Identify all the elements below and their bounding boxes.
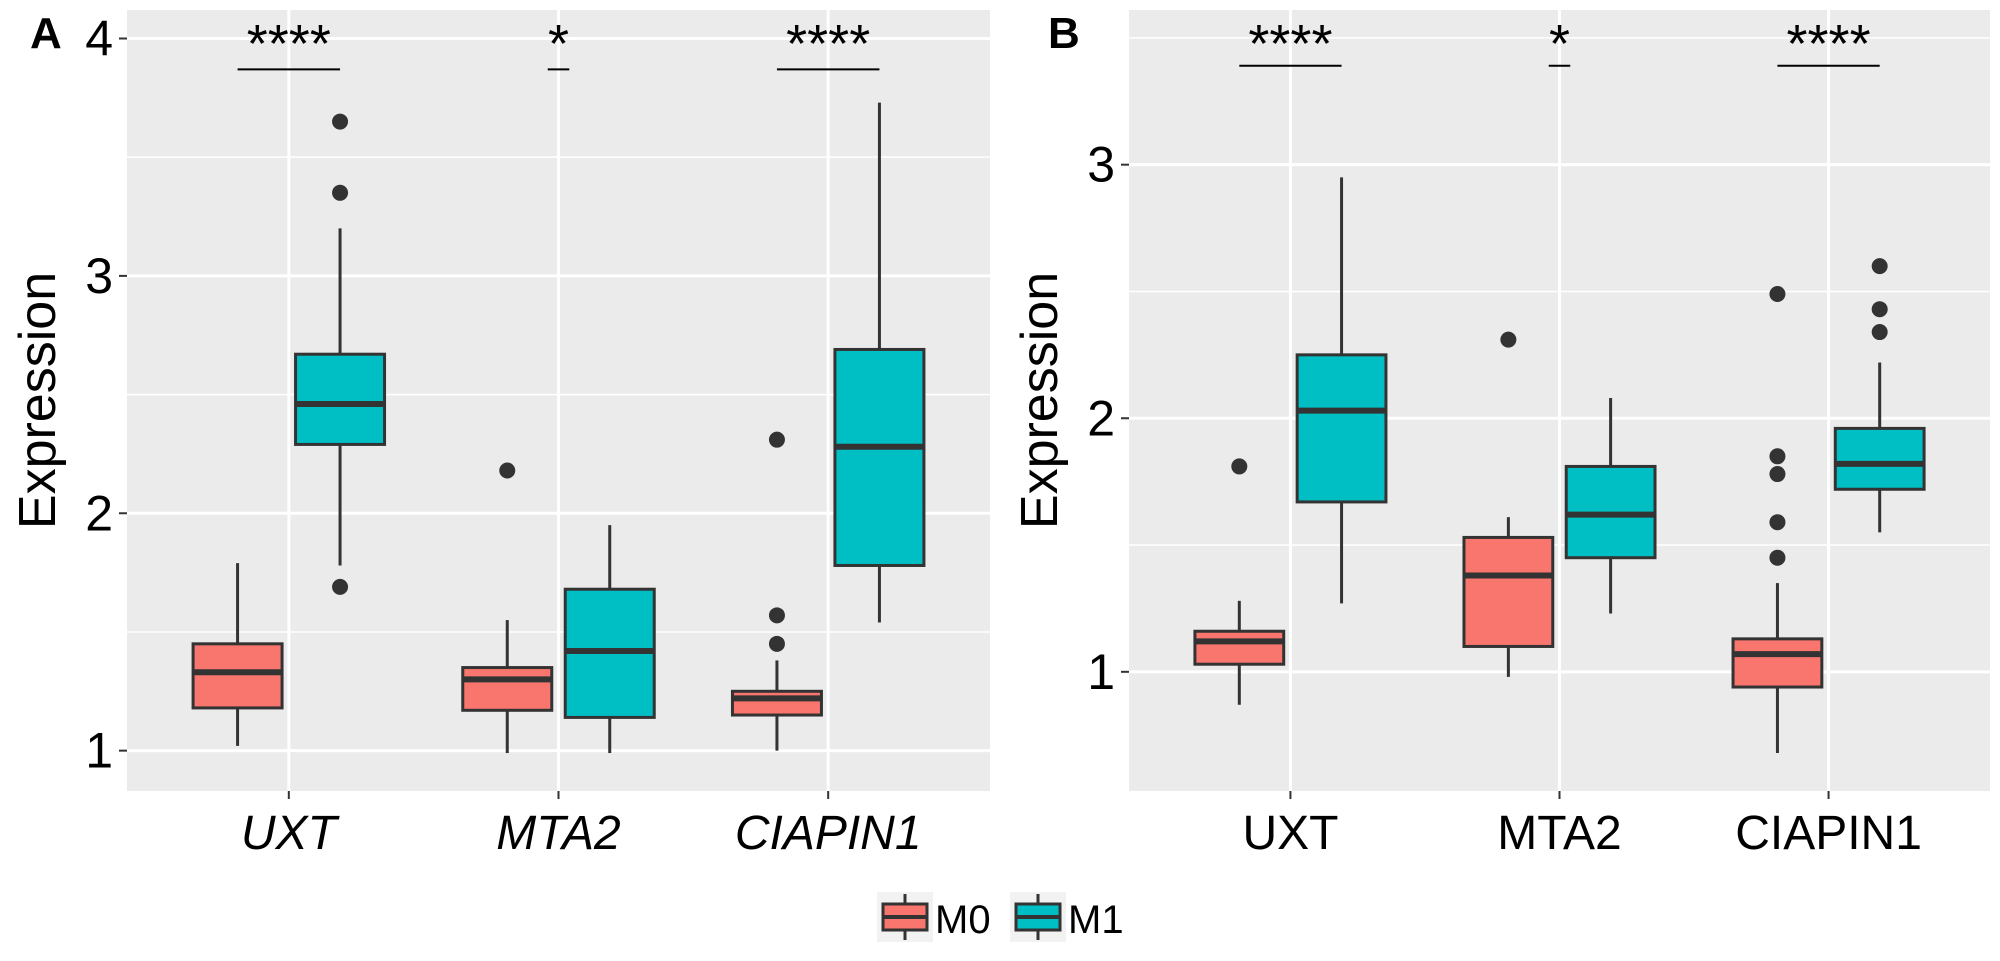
boxplot-m0-ciapin1 (1731, 286, 1824, 753)
y-axis-label: Expression (1011, 272, 1069, 529)
boxplot-m0-ciapin1 (730, 431, 823, 751)
outlier-point (1769, 448, 1786, 465)
panel-a: 1 2 3 4 UXT **** MTA2 * CIAPIN1 **** Expression A (9, 9, 990, 860)
legend-key-m0 (877, 892, 933, 942)
box (730, 689, 823, 717)
outlier-point (499, 462, 516, 479)
boxplot-m1-uxt (1295, 177, 1388, 604)
y-tick-label: 3 (1087, 137, 1115, 193)
boxplot-m0-mta2 (1462, 331, 1555, 677)
x-tick-label: UXT (1242, 807, 1338, 860)
boxplot-m1-mta2 (563, 525, 656, 754)
significance-label: **** (1787, 14, 1871, 74)
y-tick-label: 1 (85, 723, 113, 779)
x-tick-label: CIAPIN1 (1735, 807, 1922, 860)
y-tick-label: 2 (85, 485, 113, 541)
panel-label: A (30, 9, 62, 58)
legend-key-m1 (1010, 892, 1066, 942)
legend-label-m0: M0 (935, 898, 991, 942)
panel-label: B (1048, 9, 1080, 58)
box (1193, 629, 1286, 666)
boxplot-m0-mta2 (461, 462, 554, 754)
outlier-point (1769, 466, 1786, 483)
x-tick-label: MTA2 (1497, 807, 1621, 860)
box (1731, 637, 1824, 689)
y-tick-label: 2 (1087, 390, 1115, 446)
box (1295, 353, 1388, 504)
y-axis-label: Expression (9, 272, 67, 529)
outlier-point (768, 431, 785, 448)
boxplot-m0-uxt (191, 563, 284, 746)
box (191, 642, 284, 710)
outlier-point (332, 113, 349, 130)
x-tick-label: CIAPIN1 (735, 807, 922, 860)
outlier-point (1871, 258, 1888, 275)
significance-label: **** (786, 14, 870, 74)
outlier-point (1871, 324, 1888, 341)
outlier-point (1769, 549, 1786, 566)
y-tick-label: 3 (85, 248, 113, 304)
x-tick-label: MTA2 (496, 807, 620, 860)
legend: M0 M1 (877, 892, 1124, 942)
boxplot-m1-ciapin1 (833, 102, 926, 623)
outlier-point (1769, 514, 1786, 531)
box (461, 666, 554, 712)
outlier-point (1500, 331, 1517, 348)
significance-label: **** (247, 14, 331, 74)
outlier-point (332, 578, 349, 595)
box (1833, 426, 1926, 491)
significance-label: **** (1248, 14, 1332, 74)
outlier-point (332, 184, 349, 201)
outlier-point (768, 635, 785, 652)
significance-label: * (1549, 14, 1570, 74)
legend-label-m1: M1 (1068, 898, 1124, 942)
significance-label: * (548, 14, 569, 74)
outlier-point (1769, 286, 1786, 302)
boxplot-m1-mta2 (1564, 397, 1657, 614)
outlier-point (1231, 458, 1248, 475)
y-tick-label: 4 (85, 10, 113, 66)
boxplot-m1-ciapin1 (1833, 258, 1926, 533)
outlier-point (768, 607, 785, 624)
box (294, 352, 387, 446)
box (833, 347, 926, 567)
boxplot-m0-uxt (1193, 458, 1286, 705)
y-tick-label: 1 (1087, 644, 1115, 700)
x-tick-label: UXT (241, 807, 341, 860)
box (1462, 535, 1555, 648)
boxplot-m1-uxt (294, 113, 387, 595)
panel-b: 1 2 3 UXT **** MTA2 * CIAPIN1 **** Expression B (1011, 9, 1990, 860)
outlier-point (1871, 301, 1888, 318)
